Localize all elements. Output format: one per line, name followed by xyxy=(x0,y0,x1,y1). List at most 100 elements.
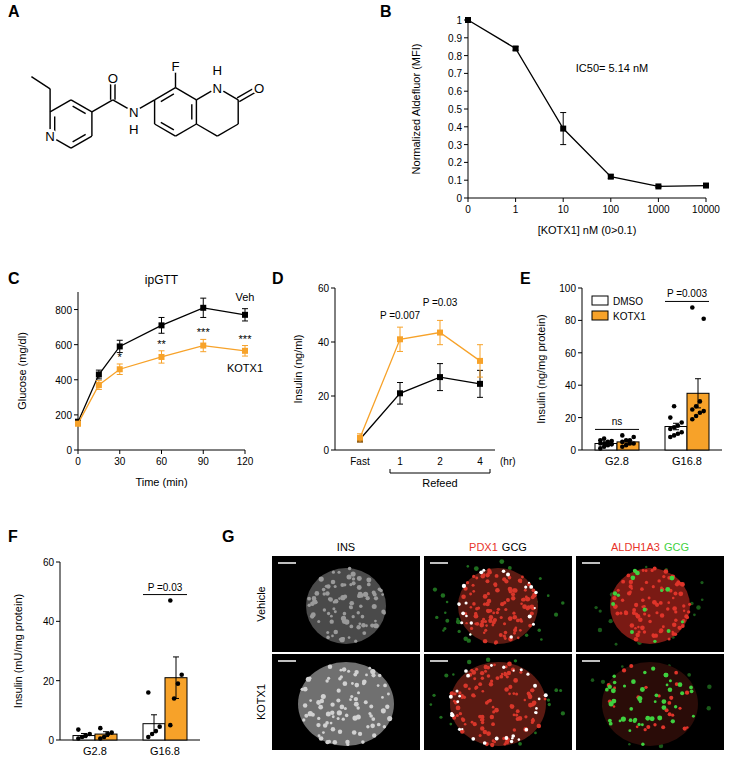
x-tick-label: 4 xyxy=(477,456,483,467)
cell xyxy=(357,576,362,581)
cell xyxy=(325,679,328,682)
cell xyxy=(636,726,639,729)
x-tick-label: 0 xyxy=(465,204,471,215)
cell xyxy=(517,636,520,639)
cell xyxy=(459,712,462,715)
cell xyxy=(483,639,487,643)
atom-mask xyxy=(210,63,224,77)
cell xyxy=(532,623,535,626)
cell xyxy=(518,742,522,746)
cell xyxy=(653,567,657,571)
cell xyxy=(483,603,486,606)
panel-letter: F xyxy=(8,528,18,545)
cell xyxy=(617,589,620,592)
y-axis-label: Insulin (mU/mg protein) xyxy=(12,594,24,708)
cell xyxy=(330,711,334,715)
error-cap xyxy=(159,317,165,318)
cell xyxy=(608,719,612,723)
marker xyxy=(357,435,363,441)
cell xyxy=(323,608,326,611)
cell xyxy=(504,687,509,692)
cell xyxy=(381,593,384,596)
error-bar xyxy=(477,345,483,377)
y-tick xyxy=(464,180,468,181)
cell xyxy=(534,732,537,735)
bracket xyxy=(143,594,187,595)
cell xyxy=(681,620,684,623)
cell xyxy=(467,565,470,568)
bond xyxy=(161,122,174,130)
cell xyxy=(664,673,668,677)
marker xyxy=(477,358,483,364)
cell xyxy=(682,604,685,607)
cell xyxy=(643,608,647,612)
marker xyxy=(437,374,443,380)
error-bar xyxy=(357,434,363,442)
cell xyxy=(611,688,616,693)
cell xyxy=(340,669,343,672)
cell xyxy=(493,663,496,666)
cell xyxy=(359,604,363,608)
cell xyxy=(452,673,454,675)
cell xyxy=(370,724,375,729)
cell xyxy=(362,679,367,684)
x-tick xyxy=(161,450,162,454)
series-line xyxy=(78,346,245,424)
error-cap xyxy=(397,351,403,352)
cell xyxy=(687,610,690,613)
atom-label: N xyxy=(129,105,139,120)
cell xyxy=(516,717,520,721)
cell xyxy=(343,612,347,616)
cell xyxy=(635,612,639,616)
cell xyxy=(523,727,528,732)
atom-mask xyxy=(210,81,224,95)
y-tick-label: 0.9 xyxy=(448,33,462,44)
cell xyxy=(529,585,533,589)
cell xyxy=(535,711,538,714)
cell xyxy=(544,693,548,697)
y-tick-label: 100 xyxy=(559,283,576,294)
cell xyxy=(327,740,331,744)
error-cap xyxy=(437,390,443,391)
cell xyxy=(432,694,435,697)
cell xyxy=(464,723,467,726)
legend-swatch xyxy=(592,296,608,305)
atom-label: O xyxy=(108,71,118,86)
error-bar-line xyxy=(176,657,177,699)
data-point xyxy=(609,439,614,444)
cell xyxy=(345,714,349,718)
cell xyxy=(622,668,626,672)
cell xyxy=(641,723,644,726)
data-point xyxy=(690,305,695,310)
cell xyxy=(693,613,696,616)
cell xyxy=(337,689,341,693)
cell xyxy=(518,578,522,582)
scale-bar xyxy=(278,660,296,662)
cell xyxy=(638,617,643,622)
error-cap xyxy=(159,363,165,364)
cell xyxy=(340,705,345,710)
bond xyxy=(71,100,92,112)
cell xyxy=(470,627,473,630)
cell xyxy=(512,588,516,592)
cell xyxy=(504,637,507,640)
cell xyxy=(445,619,449,623)
micrograph xyxy=(272,654,420,750)
bond xyxy=(237,100,238,124)
cell xyxy=(326,631,329,634)
cell xyxy=(653,723,656,726)
series-line xyxy=(78,308,245,422)
marker xyxy=(397,336,403,342)
y-tick-label: 1 xyxy=(456,15,462,26)
cell xyxy=(660,589,663,592)
cell xyxy=(538,698,541,701)
y-tick-label: 0 xyxy=(570,445,576,456)
cell xyxy=(507,671,511,675)
cell xyxy=(680,691,684,695)
cell xyxy=(521,598,525,602)
cell xyxy=(648,614,651,617)
marker xyxy=(117,343,123,349)
error-cap xyxy=(477,397,483,398)
cell xyxy=(682,619,686,623)
header-part: GCG xyxy=(502,541,527,553)
